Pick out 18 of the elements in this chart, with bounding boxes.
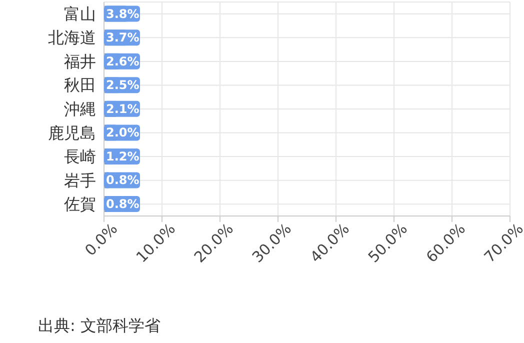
data-label: 1.2% (106, 149, 140, 164)
y-tick-label: 鹿児島 (48, 123, 96, 142)
y-tick-label: 長崎 (64, 147, 96, 166)
y-tick-label: 北海道 (48, 28, 96, 48)
data-label: 2.6% (106, 54, 140, 68)
data-label: 2.1% (106, 102, 140, 116)
y-tick-label: 秋田 (64, 76, 96, 95)
y-tick-label: 岩手 (64, 170, 96, 190)
data-label: 2.0% (106, 126, 140, 140)
y-tick-label: 福井 (64, 52, 96, 71)
y-tick-label: 富山 (64, 4, 96, 24)
data-label: 2.5% (106, 78, 140, 92)
y-tick-label: 沖縄 (64, 100, 96, 118)
data-label: 0.8% (106, 197, 140, 212)
source-note: 出典: 文部科学省 (38, 316, 160, 337)
data-label: 3.7% (106, 30, 140, 45)
data-label: 3.8% (106, 6, 140, 21)
y-tick-label: 佐賀 (64, 194, 96, 214)
